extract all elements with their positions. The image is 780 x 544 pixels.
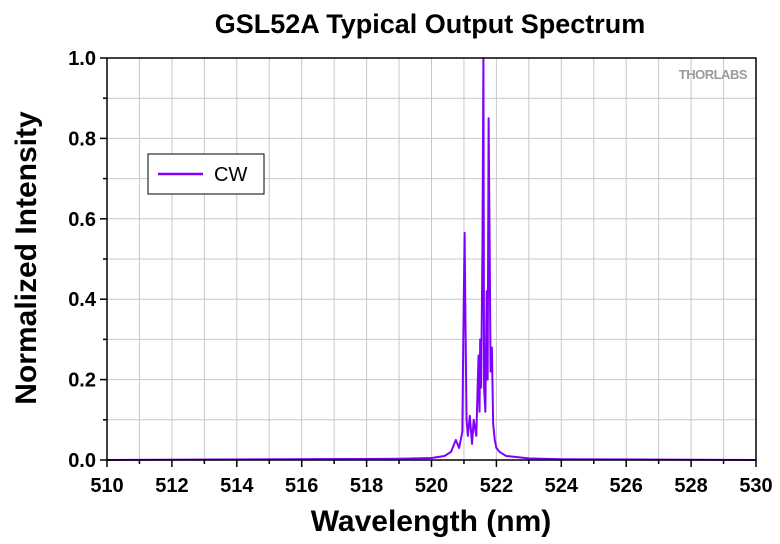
x-tick-label: 510 (90, 475, 123, 497)
x-tick-label: 524 (545, 475, 579, 497)
series-layer (106, 57, 757, 461)
x-tick-label: 512 (155, 475, 188, 497)
x-tick-label: 514 (220, 475, 254, 497)
x-tick-label: 516 (285, 475, 318, 497)
y-tick-label: 0.6 (68, 209, 96, 231)
y-tick-label: 1.0 (68, 48, 96, 70)
x-axis-label: Wavelength (nm) (311, 505, 552, 538)
x-tick-label: 520 (415, 475, 448, 497)
grid (107, 58, 756, 460)
x-tick-label: 528 (674, 475, 707, 497)
chart-title: GSL52A Typical Output Spectrum (215, 9, 646, 39)
y-tick-label: 0.4 (68, 289, 97, 311)
legend: CW (147, 153, 265, 195)
x-tick-label: 522 (480, 475, 513, 497)
x-tick-label: 518 (350, 475, 383, 497)
x-tick-label: 526 (610, 475, 643, 497)
axis-ticks: 510 512 514 516 518 520 522 524 526 528 530 0.0 0.2 0… (68, 48, 773, 497)
series-line-cw (106, 57, 757, 461)
y-axis-label: Normalized Intensity (10, 111, 43, 405)
plot-frame (106, 57, 757, 461)
y-tick-label: 0.2 (68, 370, 96, 392)
x-tick-label: 530 (739, 475, 772, 497)
thorlabs-logo: THORLABS (679, 67, 748, 82)
y-tick-label: 0.8 (68, 128, 96, 150)
y-tick-label: 0.0 (68, 450, 96, 472)
legend-label-cw: CW (214, 164, 247, 186)
